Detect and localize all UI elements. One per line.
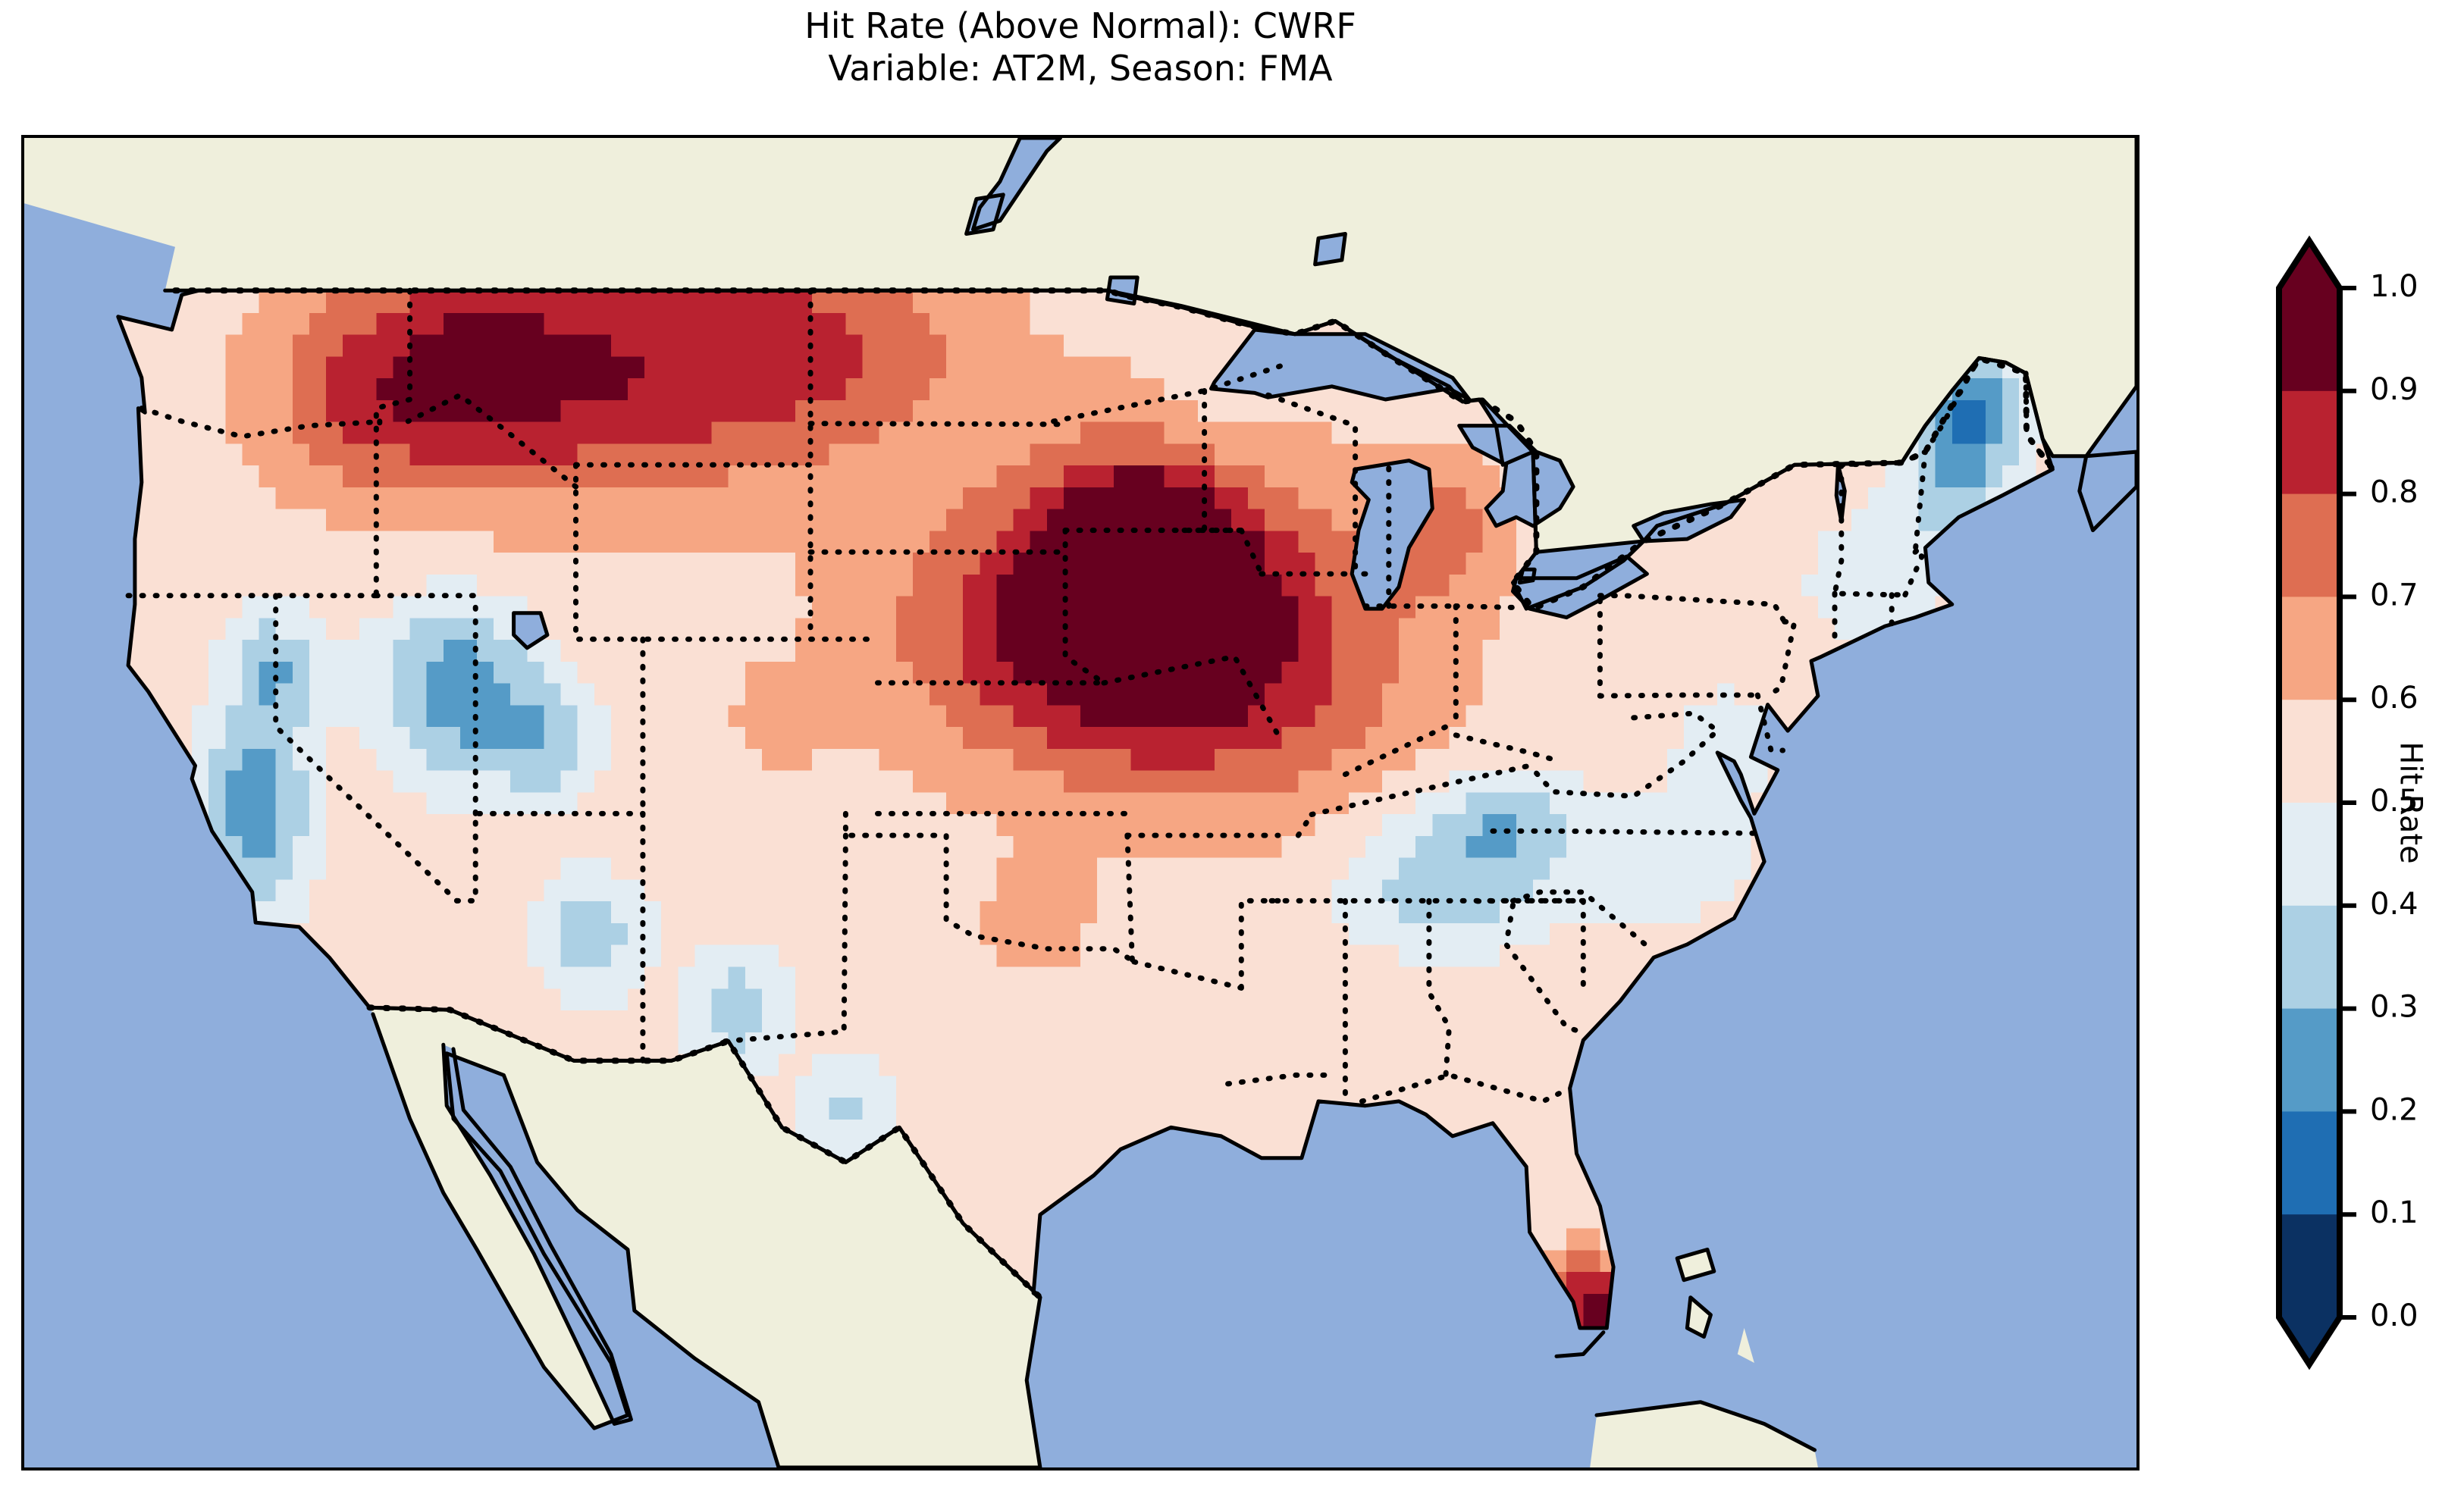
state-border-46 <box>1238 528 1265 577</box>
state-border-36 <box>1453 732 1563 764</box>
state-border-31 <box>1469 897 1509 904</box>
colorbar-tick-label: 0.5 <box>2370 784 2419 819</box>
state-border-18 <box>842 810 1137 965</box>
state-border-10 <box>405 392 578 490</box>
colorbar-tick-label: 0.1 <box>2370 1195 2419 1230</box>
state-border-62 <box>1898 447 1929 598</box>
colorbar-tick-label: 0.9 <box>2370 372 2419 407</box>
colorbar-tick-label: 0.8 <box>2370 475 2419 510</box>
state-border-25 <box>1225 1072 1338 1087</box>
national-boundaries-layer <box>172 287 2056 1301</box>
colorbar-bands: 1.0 0.9 0.8 0.7 0.6 0.5 0.4 0.3 0.2 0.1 0.0 <box>2276 235 2419 1370</box>
state-border-12 <box>139 406 383 440</box>
colorbar: 1.0 0.9 0.8 0.7 0.6 0.5 0.4 0.3 0.2 0.1 0.0 <box>2276 235 2419 1370</box>
state-border-54 <box>1597 593 1788 625</box>
state-border-39 <box>1453 603 1516 610</box>
state-border-57 <box>1754 692 1785 753</box>
state-border-49 <box>1265 392 1359 577</box>
colorbar-axis-label: Hit Rate <box>2388 241 2434 1364</box>
state-border-23 <box>1238 897 1281 991</box>
state-border-58 <box>1490 828 1757 836</box>
canada-landmass <box>24 138 2136 553</box>
state-border-7 <box>573 462 880 642</box>
colorbar-tick-label: 0.3 <box>2370 990 2419 1025</box>
state-border-9 <box>373 287 413 599</box>
state-border-64 <box>1912 544 1928 555</box>
state-border-27 <box>1426 897 1452 1078</box>
map-plot-area <box>21 135 2140 1471</box>
map-raster <box>24 138 2136 1467</box>
lake-michigan <box>1352 460 1433 609</box>
state-border-3 <box>454 810 646 904</box>
state-border-2 <box>273 593 459 904</box>
state-border-34 <box>1309 763 1533 817</box>
state-border-56 <box>1527 710 1722 799</box>
state-border-33 <box>1503 902 1583 1035</box>
state-border-45 <box>1101 653 1281 738</box>
colorbar-tick-label: 0.6 <box>2370 681 2419 716</box>
state-border-21 <box>1131 959 1244 991</box>
figure-title: Hit Rate (Above Normal): CWRF Variable: … <box>0 5 2161 89</box>
state-border-55 <box>1765 619 1798 699</box>
colorbar-label-text: Hit Rate <box>2393 741 2428 864</box>
state-border-44 <box>1062 528 1107 686</box>
lake-nipigon <box>1315 233 1346 265</box>
state-border-59 <box>1831 462 1908 598</box>
colorbar-tick-label: 0.7 <box>2370 578 2419 612</box>
state-border-35 <box>1295 812 1315 838</box>
state-boundaries-layer <box>125 287 2055 1104</box>
colorbar-tick-label: 0.2 <box>2370 1092 2419 1127</box>
island-landmass-0 <box>1590 1402 1818 1467</box>
state-border-53 <box>1597 692 1760 699</box>
title-line-primary: Hit Rate (Above Normal): CWRF <box>804 5 1356 46</box>
title-line-secondary: Variable: AT2M, Season: FMA <box>828 48 1333 89</box>
colorbar-tick-label: 1.0 <box>2370 269 2419 304</box>
island-landmass-2 <box>1687 1297 1711 1337</box>
gulf-of-california <box>443 1045 632 1424</box>
lake-superior <box>1211 330 1469 399</box>
colorbar-tick-label: 0.4 <box>2370 887 2419 922</box>
lake-huron <box>1459 425 1574 526</box>
state-border-8 <box>573 462 813 642</box>
state-border-28 <box>1359 1072 1573 1104</box>
island-landmass-3 <box>1737 1328 1754 1363</box>
state-border-30 <box>1510 889 1654 952</box>
colorbar-tick-label: 0.0 <box>2370 1298 2419 1333</box>
state-border-19 <box>722 832 848 1045</box>
